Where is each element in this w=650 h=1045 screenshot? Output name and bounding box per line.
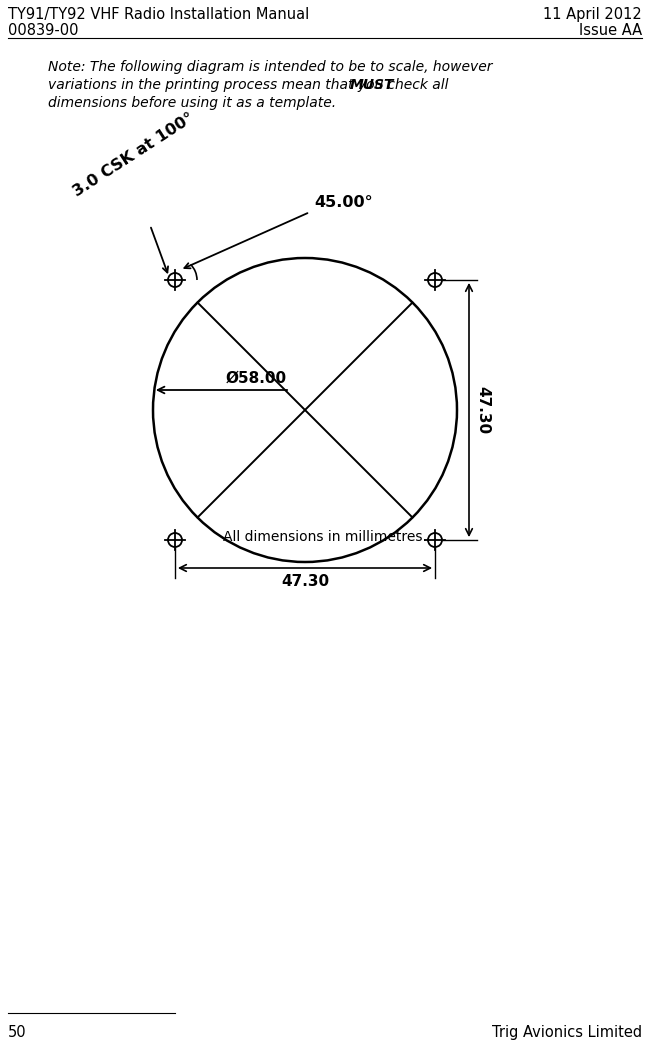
Text: 50: 50	[8, 1025, 27, 1040]
Text: Ø58.00: Ø58.00	[226, 371, 287, 386]
Text: variations in the printing process mean that you: variations in the printing process mean …	[48, 78, 388, 92]
Text: MUST: MUST	[350, 78, 395, 92]
Text: TY91/TY92 VHF Radio Installation Manual: TY91/TY92 VHF Radio Installation Manual	[8, 7, 309, 22]
Text: 3.0 CSK at 100°: 3.0 CSK at 100°	[70, 111, 196, 200]
Text: Issue AA: Issue AA	[579, 23, 642, 38]
Text: Note: The following diagram is intended to be to scale, however: Note: The following diagram is intended …	[48, 60, 493, 74]
Text: Trig Avionics Limited: Trig Avionics Limited	[492, 1025, 642, 1040]
Text: 00839-00: 00839-00	[8, 23, 79, 38]
Text: 45.00°: 45.00°	[314, 195, 372, 210]
Text: 47.30: 47.30	[475, 386, 490, 434]
Text: dimensions before using it as a template.: dimensions before using it as a template…	[48, 96, 336, 110]
Text: All dimensions in millimetres.: All dimensions in millimetres.	[223, 530, 427, 544]
Text: 47.30: 47.30	[281, 574, 329, 589]
Text: 11 April 2012: 11 April 2012	[543, 7, 642, 22]
Text: check all: check all	[383, 78, 448, 92]
